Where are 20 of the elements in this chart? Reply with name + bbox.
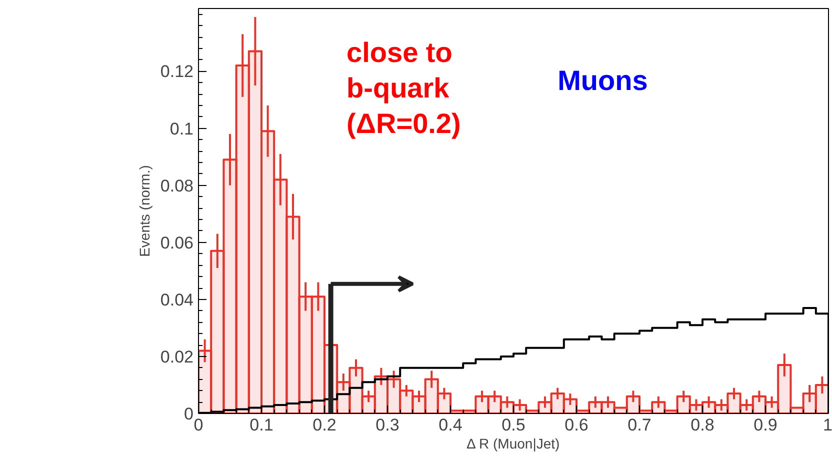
x-tick-label: 0.9: [754, 416, 778, 434]
x-tick-label: 0.3: [376, 416, 400, 434]
x-tick-label: 0.2: [312, 416, 336, 434]
x-tick-label: 0.1: [250, 416, 274, 434]
y-tick-label: 0.08: [160, 176, 194, 196]
x-tick-label: 1: [823, 416, 832, 434]
x-axis-title: Δ R (Muon|Jet): [466, 436, 560, 452]
y-tick-label: 0.04: [160, 290, 194, 310]
annotation: Muons: [558, 65, 648, 96]
y-tick-label: 0.12: [160, 62, 194, 82]
y-tick-label: 0.02: [160, 347, 194, 366]
y-tick-label: 0.1: [170, 119, 194, 138]
x-tick-label: 0.7: [628, 416, 652, 434]
x-tick-label: 0.4: [438, 416, 462, 434]
y-axis-title: Events (norm.): [136, 165, 152, 257]
x-tick-label: 0.6: [564, 416, 588, 434]
annotation: close to b-quark (ΔR=0.2): [346, 36, 461, 140]
x-tick-label: 0.8: [690, 416, 714, 434]
y-tick-label: 0.06: [160, 233, 194, 252]
x-tick-label: 0.5: [502, 416, 526, 434]
